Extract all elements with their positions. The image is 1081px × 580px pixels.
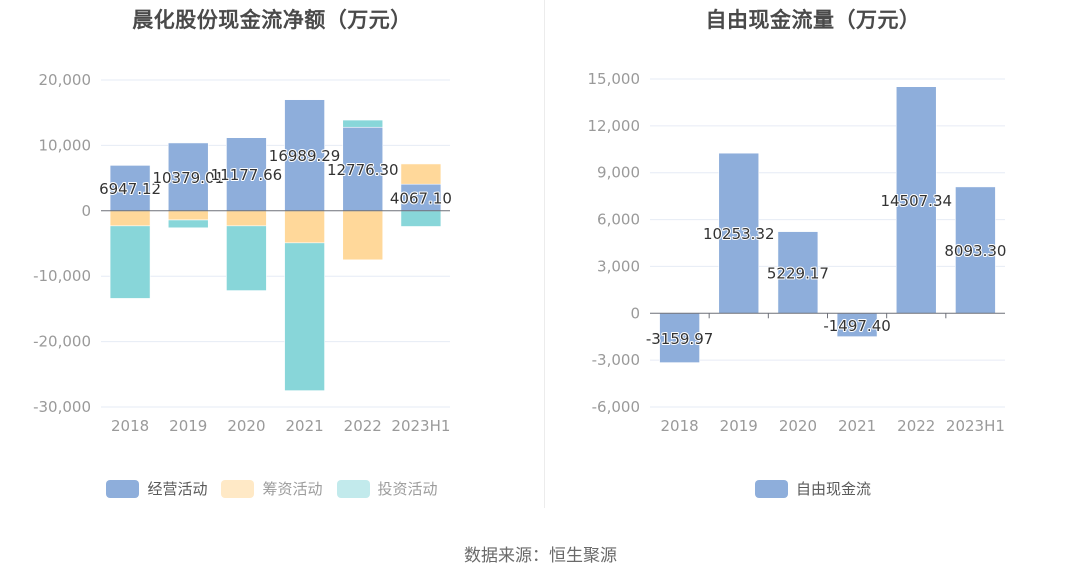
data-label: 6947.12 (99, 180, 161, 198)
x-tick-label: 2019 (720, 417, 758, 435)
legend-swatch-icon (336, 479, 370, 498)
bar-筹资活动-2018[interactable] (109, 210, 151, 227)
x-tick-label: 2018 (111, 417, 149, 435)
legend-label: 自由现金流 (795, 480, 871, 498)
data-label: -3159.97 (646, 330, 713, 348)
bar-经营活动-2019[interactable] (167, 142, 209, 212)
y-tick-label: 15,000 (588, 70, 641, 88)
y-tick-label: -20,000 (33, 333, 91, 351)
legend-label: 筹资活动 (262, 480, 323, 498)
bar-筹资活动-2020[interactable] (226, 210, 267, 227)
legend-item-自由现金流[interactable]: 自由现金流 (754, 478, 871, 499)
x-tick-label: 2021 (838, 417, 876, 435)
bar-筹资活动-2023H1[interactable] (400, 163, 442, 185)
legend-item-经营活动[interactable]: 经营活动 (106, 478, 207, 499)
y-tick-label: 0 (630, 304, 640, 322)
data-label: 12776.30 (327, 161, 399, 179)
bar-自由现金流-2022[interactable] (895, 86, 937, 314)
y-tick-label: 10,000 (39, 136, 92, 154)
y-tick-label: -6,000 (592, 398, 640, 416)
y-tick-label: 9,000 (597, 164, 640, 182)
legend-label: 经营活动 (147, 480, 208, 498)
bar-筹资活动-2022[interactable] (342, 210, 384, 261)
bar-自由现金流-2023H1[interactable] (955, 186, 996, 314)
legend-label: 投资活动 (377, 480, 438, 498)
y-tick-label: 20,000 (39, 71, 92, 89)
bar-筹资活动-2019[interactable] (167, 210, 209, 221)
legend-item-筹资活动[interactable]: 筹资活动 (221, 478, 323, 499)
data-label: 14507.34 (880, 192, 952, 210)
x-tick-label: 2021 (285, 417, 323, 435)
y-tick-label: 12,000 (588, 117, 641, 135)
y-tick-label: 3,000 (597, 257, 640, 275)
net-cashflow-legend: 经营活动 筹资活动 投资活动 (0, 478, 544, 499)
y-tick-label: 0 (81, 202, 91, 220)
bar-自由现金流-2018[interactable] (659, 312, 700, 363)
x-tick-label: 2022 (897, 417, 935, 435)
x-tick-label: 2019 (169, 417, 207, 435)
y-tick-label: -3,000 (592, 351, 640, 369)
net-cashflow-title: 晨化股份现金流净额（万元） (132, 8, 412, 32)
free-cashflow-title: 自由现金流量（万元） (705, 8, 921, 32)
x-tick-label: 2022 (344, 417, 382, 435)
data-source-note: 数据来源：恒生聚源 (464, 546, 617, 566)
data-label: 10379.01 (152, 169, 224, 187)
bar-投资活动-2023H1[interactable] (400, 210, 442, 227)
bar-经营活动-2021[interactable] (284, 99, 325, 212)
bar-投资活动-2020[interactable] (226, 225, 267, 291)
legend-swatch-icon (754, 479, 788, 498)
data-label: 5229.17 (767, 264, 829, 282)
data-label: 8093.30 (944, 242, 1006, 260)
bar-投资活动-2021[interactable] (284, 242, 325, 391)
data-label: -1497.40 (823, 317, 890, 335)
data-label: 11177.66 (211, 166, 283, 184)
x-tick-label: 2020 (779, 417, 817, 435)
legend-swatch-icon (221, 479, 255, 498)
bar-投资活动-2019[interactable] (167, 219, 209, 229)
free-cashflow-chart: 15,000 12,000 9,000 6,000 3,000 0 -3,000 -6,000… (588, 70, 1008, 435)
y-tick-label: -30,000 (33, 398, 91, 416)
bar-经营活动-2020[interactable] (226, 137, 267, 212)
bar-经营活动-2022[interactable] (342, 126, 384, 212)
x-tick-label: 2020 (227, 417, 265, 435)
panel-divider (544, 0, 545, 508)
bar-自由现金流-2019[interactable] (718, 152, 760, 314)
legend-swatch-icon (106, 479, 140, 498)
x-tick-label: 2018 (660, 417, 698, 435)
bar-筹资活动-2021[interactable] (284, 210, 325, 244)
data-label: 4067.10 (390, 190, 452, 208)
free-cashflow-panel: 自由现金流量（万元） 15,000 12,000 9,000 6,000 3,000 0-… (545, 0, 1081, 520)
data-label: 10253.32 (703, 225, 775, 243)
y-tick-label: 6,000 (597, 211, 640, 229)
x-tick-label: 2023H1 (946, 417, 1005, 435)
legend-item-投资活动[interactable]: 投资活动 (336, 478, 438, 499)
bar-投资活动-2018[interactable] (109, 225, 151, 299)
bar-投资活动-2022[interactable] (342, 119, 384, 128)
net-cashflow-chart: 20,000 10,000 0 -10,000 -20,000 -30,000 2018 20… (33, 71, 453, 435)
bar-经营活动-2018[interactable] (109, 165, 151, 212)
x-tick-label: 2023H1 (391, 417, 450, 435)
y-tick-label: -10,000 (33, 267, 91, 285)
free-cashflow-legend: 自由现金流 (545, 478, 1081, 499)
net-cashflow-panel: 晨化股份现金流净额（万元） 20,000 10,000 0 -10,000 -20,00… (0, 0, 544, 520)
data-label: 16989.29 (269, 147, 341, 165)
